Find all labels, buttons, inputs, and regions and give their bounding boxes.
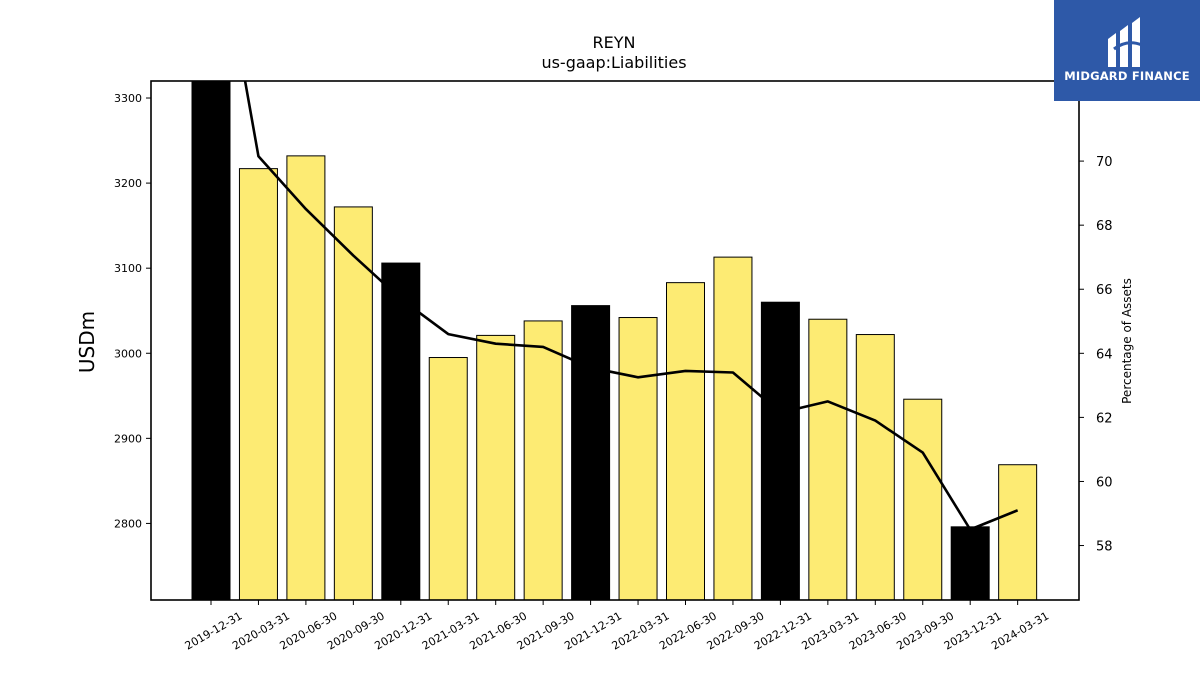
y2-tick-label-66: 66 xyxy=(1096,283,1113,298)
y-tick-label-3000: 3000 xyxy=(114,347,142,360)
bar-2023-12-31 xyxy=(950,526,990,600)
y2-tick-label-62: 62 xyxy=(1096,411,1113,426)
bar-2021-03-31 xyxy=(428,357,468,600)
logo-mark-icon xyxy=(1108,17,1143,67)
bar-2020-06-30 xyxy=(286,155,326,600)
chart-title: REYN xyxy=(593,33,636,52)
bar-2024-03-31 xyxy=(998,464,1038,600)
bar-2023-06-30 xyxy=(855,334,895,600)
y2-tick-label-64: 64 xyxy=(1096,347,1113,362)
percentage-line xyxy=(243,81,1019,531)
bar-2023-03-31 xyxy=(808,318,848,600)
bar-2021-12-31 xyxy=(571,305,611,600)
bar-2021-06-30 xyxy=(476,334,516,600)
bar-2020-03-31 xyxy=(238,168,278,600)
midgard-finance-logo: MIDGARD FINANCE xyxy=(1054,0,1200,101)
bar-2019-12-31 xyxy=(191,81,231,600)
y-axis-label: USDm xyxy=(75,311,99,373)
plot-frame xyxy=(150,80,1080,601)
line-layer xyxy=(243,81,1019,531)
y2-tick-label-68: 68 xyxy=(1096,219,1113,234)
y-tick-label-3200: 3200 xyxy=(114,177,142,190)
y2-tick-label-58: 58 xyxy=(1096,540,1113,555)
bar-2022-03-31 xyxy=(618,317,658,600)
bar-2022-06-30 xyxy=(666,282,705,600)
bar-2020-09-30 xyxy=(333,206,373,600)
logo-text: MIDGARD FINANCE xyxy=(1064,69,1190,83)
y-tick-label-3100: 3100 xyxy=(114,262,142,275)
bar-2022-09-30 xyxy=(713,256,753,600)
bar-2022-12-31 xyxy=(760,301,800,600)
bars-layer xyxy=(191,81,1038,600)
y2-tick-label-60: 60 xyxy=(1096,475,1113,490)
y-tick-label-3300: 3300 xyxy=(114,92,142,105)
y-tick-label-2800: 2800 xyxy=(114,517,142,530)
bar-2021-09-30 xyxy=(523,320,563,600)
y2-axis-label: Percentage of Assets xyxy=(1120,278,1134,404)
y-tick-label-2900: 2900 xyxy=(114,432,142,445)
bar-2023-09-30 xyxy=(903,398,943,600)
y2-tick-label-70: 70 xyxy=(1096,155,1113,170)
bar-2020-12-31 xyxy=(381,262,421,600)
chart-subtitle: us-gaap:Liabilities xyxy=(541,53,686,72)
